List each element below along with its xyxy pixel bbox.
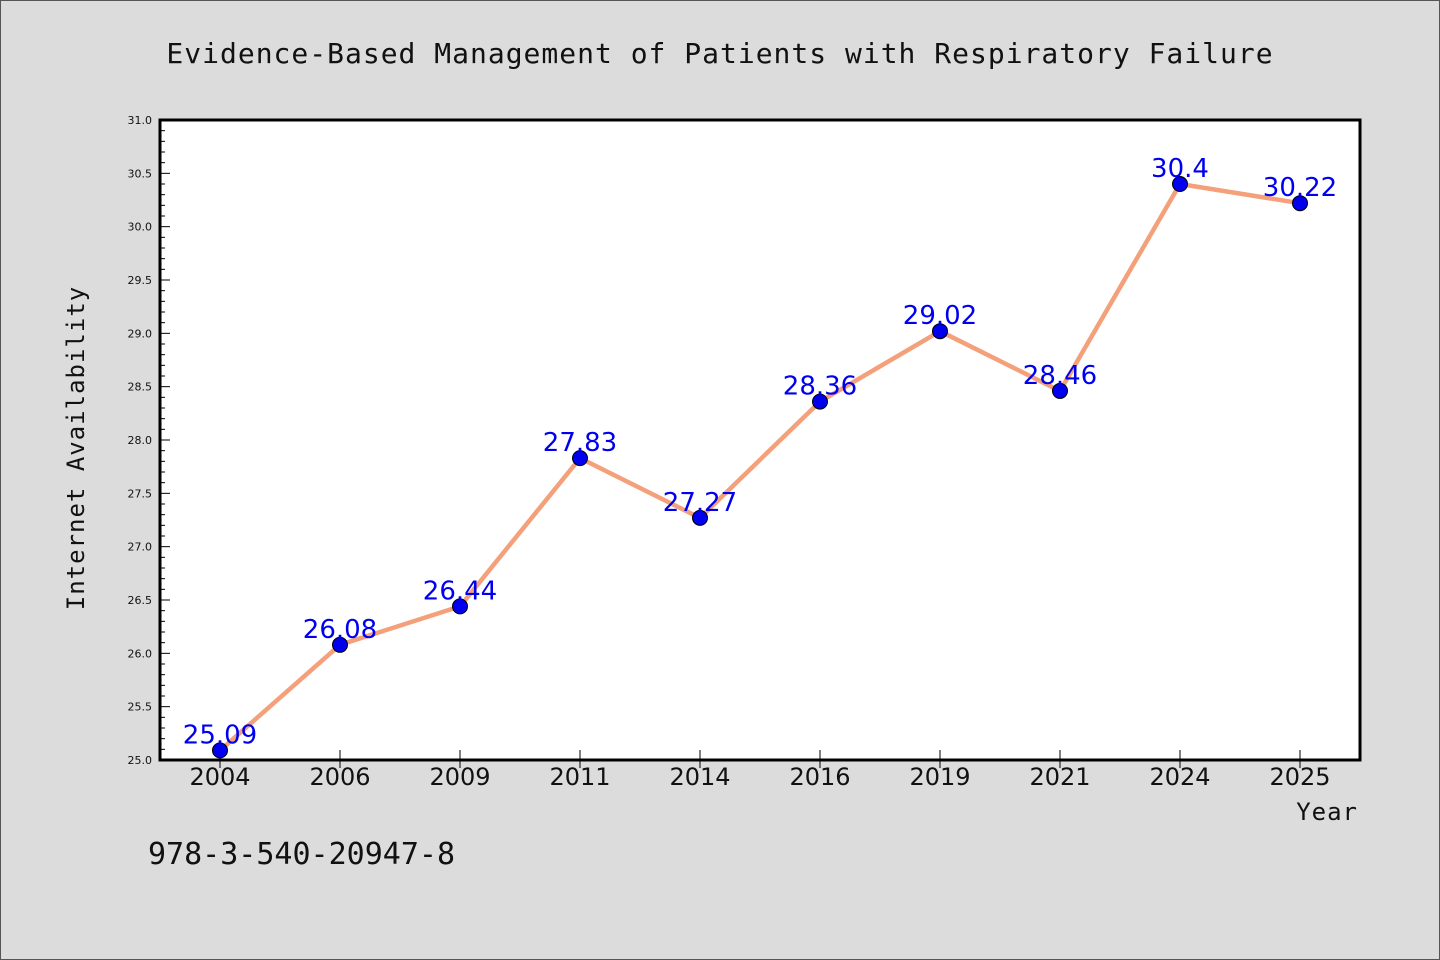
y-tick-label: 26.5 [128, 594, 153, 607]
x-tick-label: 2004 [189, 763, 250, 791]
y-tick-label: 27.0 [128, 541, 153, 554]
y-tick-label: 26.0 [128, 647, 153, 660]
data-point [1052, 382, 1068, 399]
y-tick-label: 28.5 [128, 381, 153, 394]
x-tick-label: 2019 [909, 763, 970, 791]
data-point [212, 742, 228, 759]
data-label: 26.08 [303, 615, 377, 645]
x-tick-label: 2006 [309, 763, 370, 791]
y-tick-label: 28.0 [128, 434, 153, 447]
isbn-footnote: 978-3-540-20947-8 [148, 837, 455, 872]
chart-title: Evidence-Based Management of Patients wi… [166, 37, 1273, 70]
x-tick-label: 2011 [549, 763, 610, 791]
x-tick-label: 2014 [669, 763, 730, 791]
data-point [692, 509, 708, 526]
data-label: 27.83 [543, 428, 617, 458]
data-label: 29.02 [903, 301, 977, 331]
x-axis: 2004 2006 2009 2011 2014 2016 2019 2021 2024 2025 [189, 750, 1331, 791]
series-layer: 25.09 26.08 26.44 27.83 27.27 28.36 29.02 28.46… [183, 154, 1337, 759]
data-label: 28.36 [783, 372, 857, 402]
x-tick-label: 2016 [789, 763, 850, 791]
y-axis-label: Internet Availability [62, 286, 90, 610]
x-tick-label: 2009 [429, 763, 490, 791]
series-line [217, 181, 1303, 753]
data-label: 30.4 [1151, 154, 1209, 184]
x-tick-label: 2021 [1029, 763, 1090, 791]
y-tick-label: 31.0 [128, 114, 153, 127]
data-point [572, 450, 588, 467]
data-point [452, 598, 468, 615]
data-label: 28.46 [1023, 361, 1097, 391]
x-tick-label: 2025 [1269, 763, 1330, 791]
data-point [1172, 176, 1188, 192]
y-axis: 25.0 25.5 26.0 26.5 27.0 27.5 28.0 28.5 29.0 29.5… [128, 114, 170, 767]
data-label: 27.27 [663, 488, 737, 518]
data-point [812, 393, 828, 410]
y-tick-label: 25.5 [128, 701, 153, 714]
data-label: 30.22 [1263, 173, 1337, 203]
y-tick-label: 27.5 [128, 487, 153, 500]
x-tick-label: 2024 [1149, 763, 1210, 791]
y-tick-label: 29.0 [128, 327, 153, 340]
y-tick-label: 30.0 [128, 221, 153, 234]
data-point [932, 323, 948, 340]
data-point [1292, 195, 1308, 212]
x-axis-label: Year [1296, 798, 1358, 826]
data-label: 25.09 [183, 720, 257, 750]
plot-area [158, 118, 1362, 762]
data-label: 26.44 [423, 576, 497, 606]
y-tick-label: 25.0 [128, 754, 153, 767]
data-point [332, 636, 348, 653]
y-tick-label: 29.5 [128, 274, 153, 287]
y-tick-label: 30.5 [128, 167, 153, 180]
